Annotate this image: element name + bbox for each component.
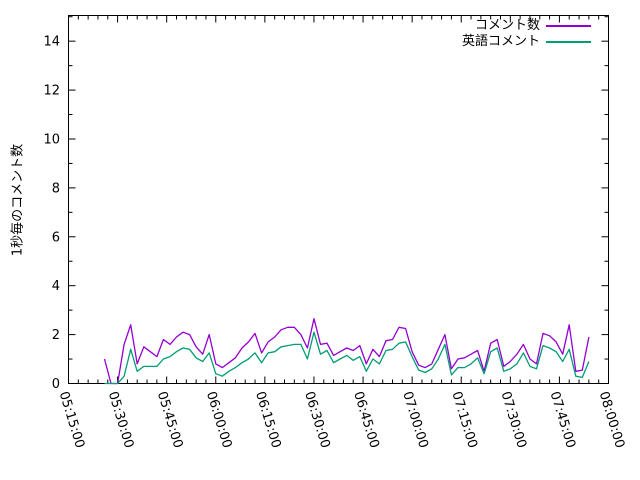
y-tick-label: 14 — [43, 35, 60, 50]
legend-item-comment-count: コメント数 — [462, 18, 591, 34]
legend: コメント数 英語コメント — [462, 18, 591, 50]
english-comment-line — [104, 331, 590, 385]
x-tick-label: 05:30:00 — [105, 390, 136, 450]
y-tick-label: 6 — [52, 230, 60, 245]
legend-line-sample-comment-count — [546, 25, 591, 27]
legend-item-english-comment: 英語コメント — [462, 34, 591, 50]
x-tick-label: 06:30:00 — [301, 390, 332, 450]
x-tick-label: 08:00:00 — [596, 390, 627, 450]
x-tick-label: 05:45:00 — [154, 390, 185, 450]
legend-label-english-comment: 英語コメント — [461, 34, 540, 49]
y-tick-label: 8 — [52, 181, 60, 196]
x-tick-label: 07:15:00 — [448, 390, 479, 450]
x-tick-label: 07:45:00 — [547, 390, 578, 450]
y-tick-label: 10 — [43, 132, 60, 147]
y-axis-title: 1秒毎のコメント数 — [10, 143, 26, 257]
x-tick-label: 07:30:00 — [497, 390, 528, 450]
x-tick-label: 07:00:00 — [399, 390, 430, 450]
legend-line-sample-english-comment — [546, 41, 591, 43]
x-tick-label: 05:15:00 — [56, 390, 87, 450]
y-tick-label: 2 — [52, 328, 60, 343]
y-tick-label: 4 — [52, 279, 60, 294]
x-tick-label: 06:15:00 — [252, 390, 283, 450]
comment-count-line — [103, 318, 590, 385]
y-tick-label: 12 — [43, 84, 60, 99]
legend-label-comment-count: コメント数 — [474, 18, 540, 33]
x-tick-label: 06:45:00 — [350, 390, 381, 450]
plot-border — [68, 15, 609, 384]
y-tick-label: 0 — [52, 377, 60, 392]
x-tick-label: 06:00:00 — [203, 390, 234, 450]
